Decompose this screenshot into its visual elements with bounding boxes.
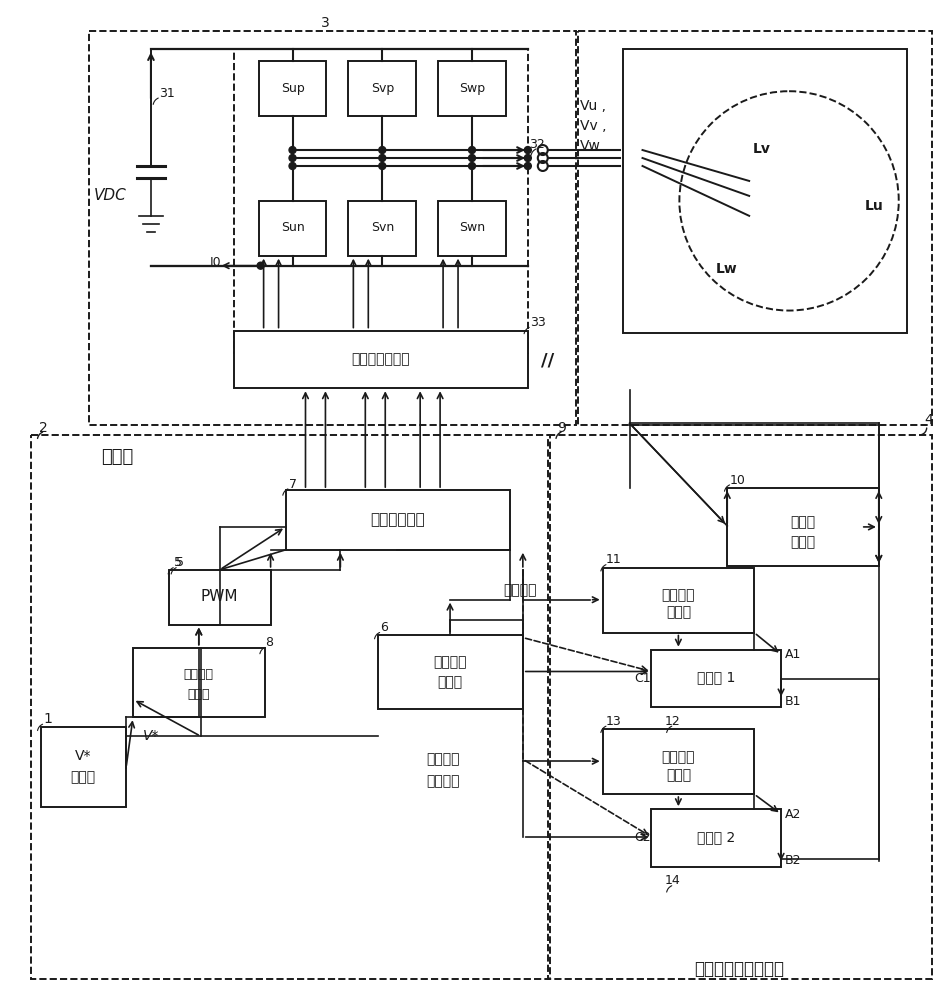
Text: A1: A1 <box>786 648 802 661</box>
Bar <box>234 331 528 388</box>
Text: C2: C2 <box>635 831 651 844</box>
Text: Svp: Svp <box>371 82 394 95</box>
Text: Lw: Lw <box>716 262 737 276</box>
Text: 4: 4 <box>924 413 933 427</box>
Circle shape <box>379 155 386 162</box>
Text: 非通电: 非通电 <box>790 515 816 529</box>
Bar <box>41 727 126 807</box>
Bar <box>90 31 575 425</box>
Text: 正转阈值: 正转阈值 <box>662 588 695 602</box>
Text: 33: 33 <box>530 316 546 329</box>
Bar <box>652 809 781 867</box>
Text: 14: 14 <box>665 874 680 887</box>
Text: 相选择: 相选择 <box>790 535 816 549</box>
Bar <box>348 201 416 256</box>
Text: 模式切换触发发生器: 模式切换触发发生器 <box>694 960 785 978</box>
Text: Vw: Vw <box>580 139 601 153</box>
Bar <box>727 488 879 566</box>
Text: 输出前置驱动器: 输出前置驱动器 <box>351 352 409 366</box>
Text: Vu ,: Vu , <box>580 99 605 113</box>
Text: 12: 12 <box>665 715 680 728</box>
Bar <box>438 201 505 256</box>
Text: 3: 3 <box>321 16 330 30</box>
Bar <box>438 61 505 116</box>
Circle shape <box>290 162 296 169</box>
Bar <box>234 49 528 353</box>
Text: 控制器: 控制器 <box>101 448 133 466</box>
Circle shape <box>524 155 531 162</box>
Text: Lu: Lu <box>865 199 884 213</box>
Circle shape <box>257 262 264 269</box>
Text: 逆转阈值: 逆转阈值 <box>662 750 695 764</box>
Text: PWM: PWM <box>201 589 239 604</box>
Text: Sun: Sun <box>281 221 305 234</box>
Text: 通电模式: 通电模式 <box>434 656 467 670</box>
Bar <box>133 648 265 717</box>
Text: 1: 1 <box>43 712 52 726</box>
Bar <box>286 490 510 550</box>
Text: 电压指令: 电压指令 <box>184 668 214 681</box>
Bar <box>169 570 271 625</box>
Text: 5: 5 <box>174 556 182 569</box>
Bar <box>378 635 522 709</box>
Text: 发生器: 发生器 <box>71 770 95 784</box>
Circle shape <box>524 162 531 169</box>
Text: 2: 2 <box>39 421 48 435</box>
Text: 修正器: 修正器 <box>188 688 210 701</box>
Bar <box>652 650 781 707</box>
Text: VDC: VDC <box>94 188 127 203</box>
Circle shape <box>469 147 475 154</box>
Text: V*: V* <box>143 729 159 743</box>
Text: Swp: Swp <box>459 82 485 95</box>
Text: 门信号切换器: 门信号切换器 <box>370 512 424 527</box>
Bar <box>348 61 416 116</box>
Text: //: // <box>541 351 554 369</box>
Text: 8: 8 <box>266 636 273 649</box>
Bar <box>548 435 932 979</box>
Text: I0: I0 <box>210 256 222 269</box>
Circle shape <box>290 155 296 162</box>
Bar <box>603 568 754 633</box>
Text: Sup: Sup <box>281 82 305 95</box>
Text: 9: 9 <box>557 421 566 435</box>
Text: 比较器 2: 比较器 2 <box>697 830 736 844</box>
Text: 13: 13 <box>605 715 621 728</box>
Text: 发生器: 发生器 <box>666 606 691 620</box>
Bar <box>258 61 326 116</box>
Text: V*: V* <box>74 749 91 763</box>
Bar <box>31 435 550 979</box>
Text: 模式指令: 模式指令 <box>504 583 537 597</box>
Text: 比较器 1: 比较器 1 <box>697 670 736 684</box>
Text: Lv: Lv <box>753 142 771 156</box>
Text: 发生器: 发生器 <box>666 768 691 782</box>
Text: 5: 5 <box>176 556 184 569</box>
Circle shape <box>379 162 386 169</box>
Text: 6: 6 <box>380 621 389 634</box>
Text: C1: C1 <box>635 672 651 685</box>
Text: B2: B2 <box>786 854 802 867</box>
Text: 32: 32 <box>529 138 545 151</box>
Text: B1: B1 <box>786 695 802 708</box>
Circle shape <box>469 162 475 169</box>
Text: Svn: Svn <box>371 221 394 234</box>
Text: 模式切换: 模式切换 <box>426 752 460 766</box>
Bar <box>258 201 326 256</box>
Text: 10: 10 <box>729 474 745 487</box>
Bar <box>578 31 932 425</box>
Text: 触发信号: 触发信号 <box>426 774 460 788</box>
Text: 7: 7 <box>289 478 296 491</box>
Circle shape <box>469 155 475 162</box>
Circle shape <box>290 147 296 154</box>
Text: 决定器: 决定器 <box>438 675 463 689</box>
Circle shape <box>379 147 386 154</box>
Text: Swn: Swn <box>459 221 485 234</box>
Text: A2: A2 <box>786 808 802 821</box>
Text: 31: 31 <box>159 87 174 100</box>
Bar <box>603 729 754 794</box>
Text: 11: 11 <box>605 553 621 566</box>
Circle shape <box>524 147 531 154</box>
Bar <box>622 49 907 333</box>
Text: Vv ,: Vv , <box>580 119 606 133</box>
